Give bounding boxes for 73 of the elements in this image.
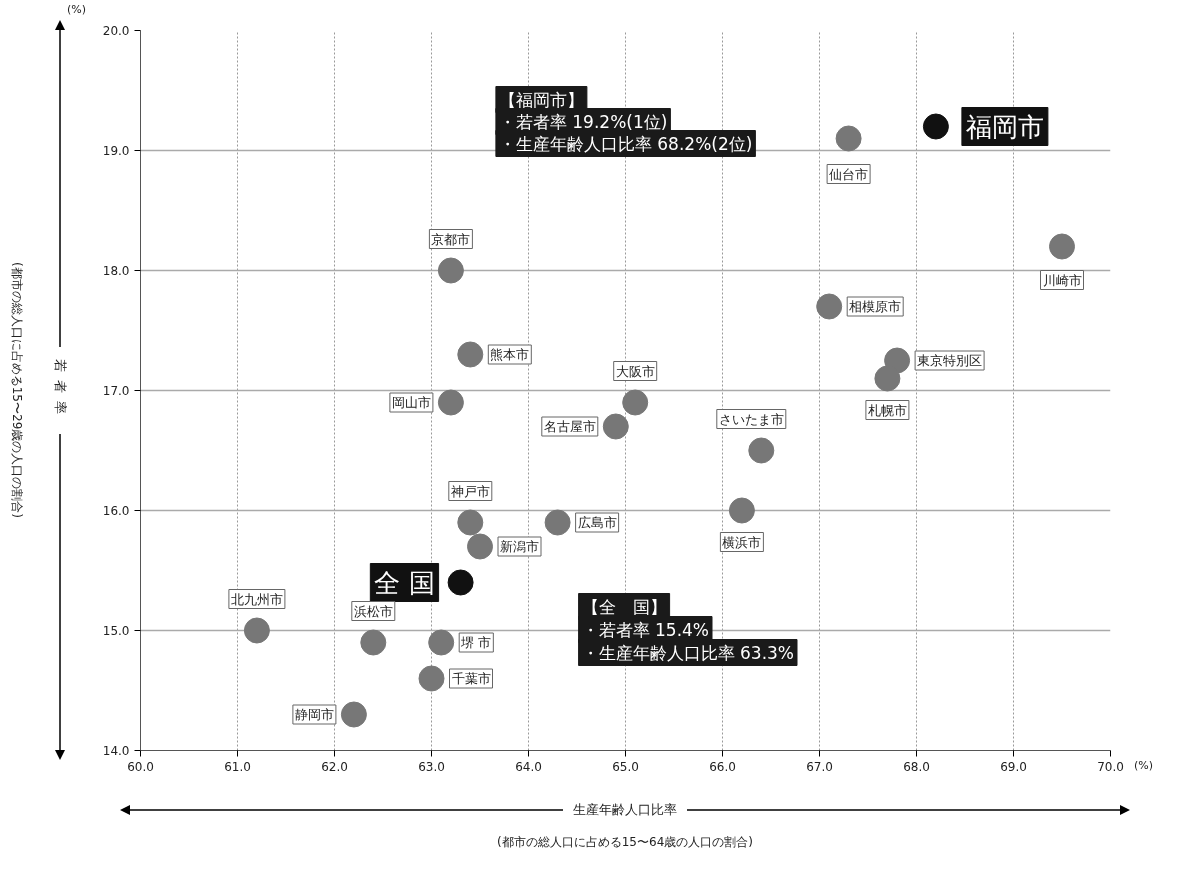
point: [602, 413, 629, 440]
annotation: 【福岡市】: [498, 89, 584, 110]
annotation: 大阪市: [615, 363, 655, 379]
point: [922, 113, 949, 140]
point: [457, 341, 484, 368]
annotation: 全 国: [374, 567, 435, 598]
x-tick-label: 66.0: [709, 759, 736, 774]
y-tick-label: 19.0: [102, 144, 130, 158]
point: [544, 509, 571, 536]
y-tick-label: 17.0: [102, 384, 130, 398]
x-tick-label: 63.0: [418, 759, 445, 774]
point: [437, 257, 464, 284]
point: [622, 389, 649, 416]
point: [467, 533, 493, 560]
annotation: 新潟市: [500, 539, 539, 554]
point: [816, 293, 843, 320]
x-tick-label: 70.0: [1097, 759, 1124, 774]
x-tick-label: 67.0: [806, 759, 833, 774]
point: [748, 437, 775, 464]
annotation: 浜松市: [353, 603, 393, 619]
point: [457, 509, 484, 536]
point: [243, 617, 270, 644]
x-tick-label: 62.0: [321, 759, 348, 774]
annotation: 千葉市: [451, 671, 491, 686]
annotation: さいたま市: [718, 411, 784, 427]
text: (%): [66, 2, 86, 18]
annotation: 堺 市: [460, 635, 492, 650]
point: [728, 497, 755, 524]
text: (都市の総人口に占める15〜64歳の人口の割合): [496, 834, 754, 851]
x-tick-label: 65.0: [612, 759, 639, 774]
x-tick-label: 68.0: [903, 759, 930, 774]
point: [835, 125, 862, 152]
x-tick-label: 64.0: [515, 759, 542, 774]
x-axis-title: 生産年齢人口比率: [563, 802, 687, 817]
y-tick-label: 15.0: [102, 624, 130, 638]
annotation: 【全 国】: [581, 596, 667, 617]
annotation: 横浜市: [722, 534, 762, 550]
text: (都市の総人口に占める15〜29歳の人口の割合): [9, 261, 25, 520]
annotation: 川崎市: [1042, 272, 1082, 288]
point: [418, 665, 445, 692]
annotation: 東京特別区: [917, 353, 983, 368]
point: [874, 365, 901, 392]
x-tick-label: 60.0: [127, 759, 154, 774]
annotation: 京都市: [431, 231, 471, 247]
y-tick-label: 18.0: [102, 264, 130, 278]
annotation: 北九州市: [230, 591, 283, 607]
x-tick-label: 69.0: [1000, 759, 1027, 774]
y-tick-label: 16.0: [102, 504, 130, 518]
annotation: 福岡市: [965, 111, 1044, 142]
annotation: ・生産年齢人口比率 68.2%(2位): [498, 133, 753, 154]
annotation: 仙台市: [829, 166, 869, 182]
text: (%): [1134, 758, 1154, 774]
y-tick-label: 14.0: [102, 744, 130, 758]
annotation: ・生産年齢人口比率 63.3%: [581, 642, 795, 663]
y-tick-label: 20.0: [102, 24, 130, 38]
point: [428, 629, 455, 656]
annotation: 岡山市: [391, 395, 431, 410]
point: [447, 569, 474, 596]
annotation: 名古屋市: [543, 419, 596, 434]
annotation: ・若者率 15.4%: [581, 619, 710, 640]
annotation: 相模原市: [849, 299, 902, 314]
point: [340, 701, 367, 728]
y-axis-title: 若者率: [53, 346, 68, 434]
annotation: 静岡市: [294, 707, 334, 722]
point: [437, 389, 464, 416]
annotation: ・若者率 19.2%(1位): [498, 111, 668, 132]
annotation: 札幌市: [867, 402, 907, 418]
point: [360, 629, 387, 656]
annotation: 広島市: [577, 515, 617, 530]
x-tick-label: 61.0: [224, 759, 251, 774]
point: [1049, 233, 1075, 260]
annotation: 神戸市: [450, 483, 490, 499]
annotation: 熊本市: [490, 347, 530, 362]
